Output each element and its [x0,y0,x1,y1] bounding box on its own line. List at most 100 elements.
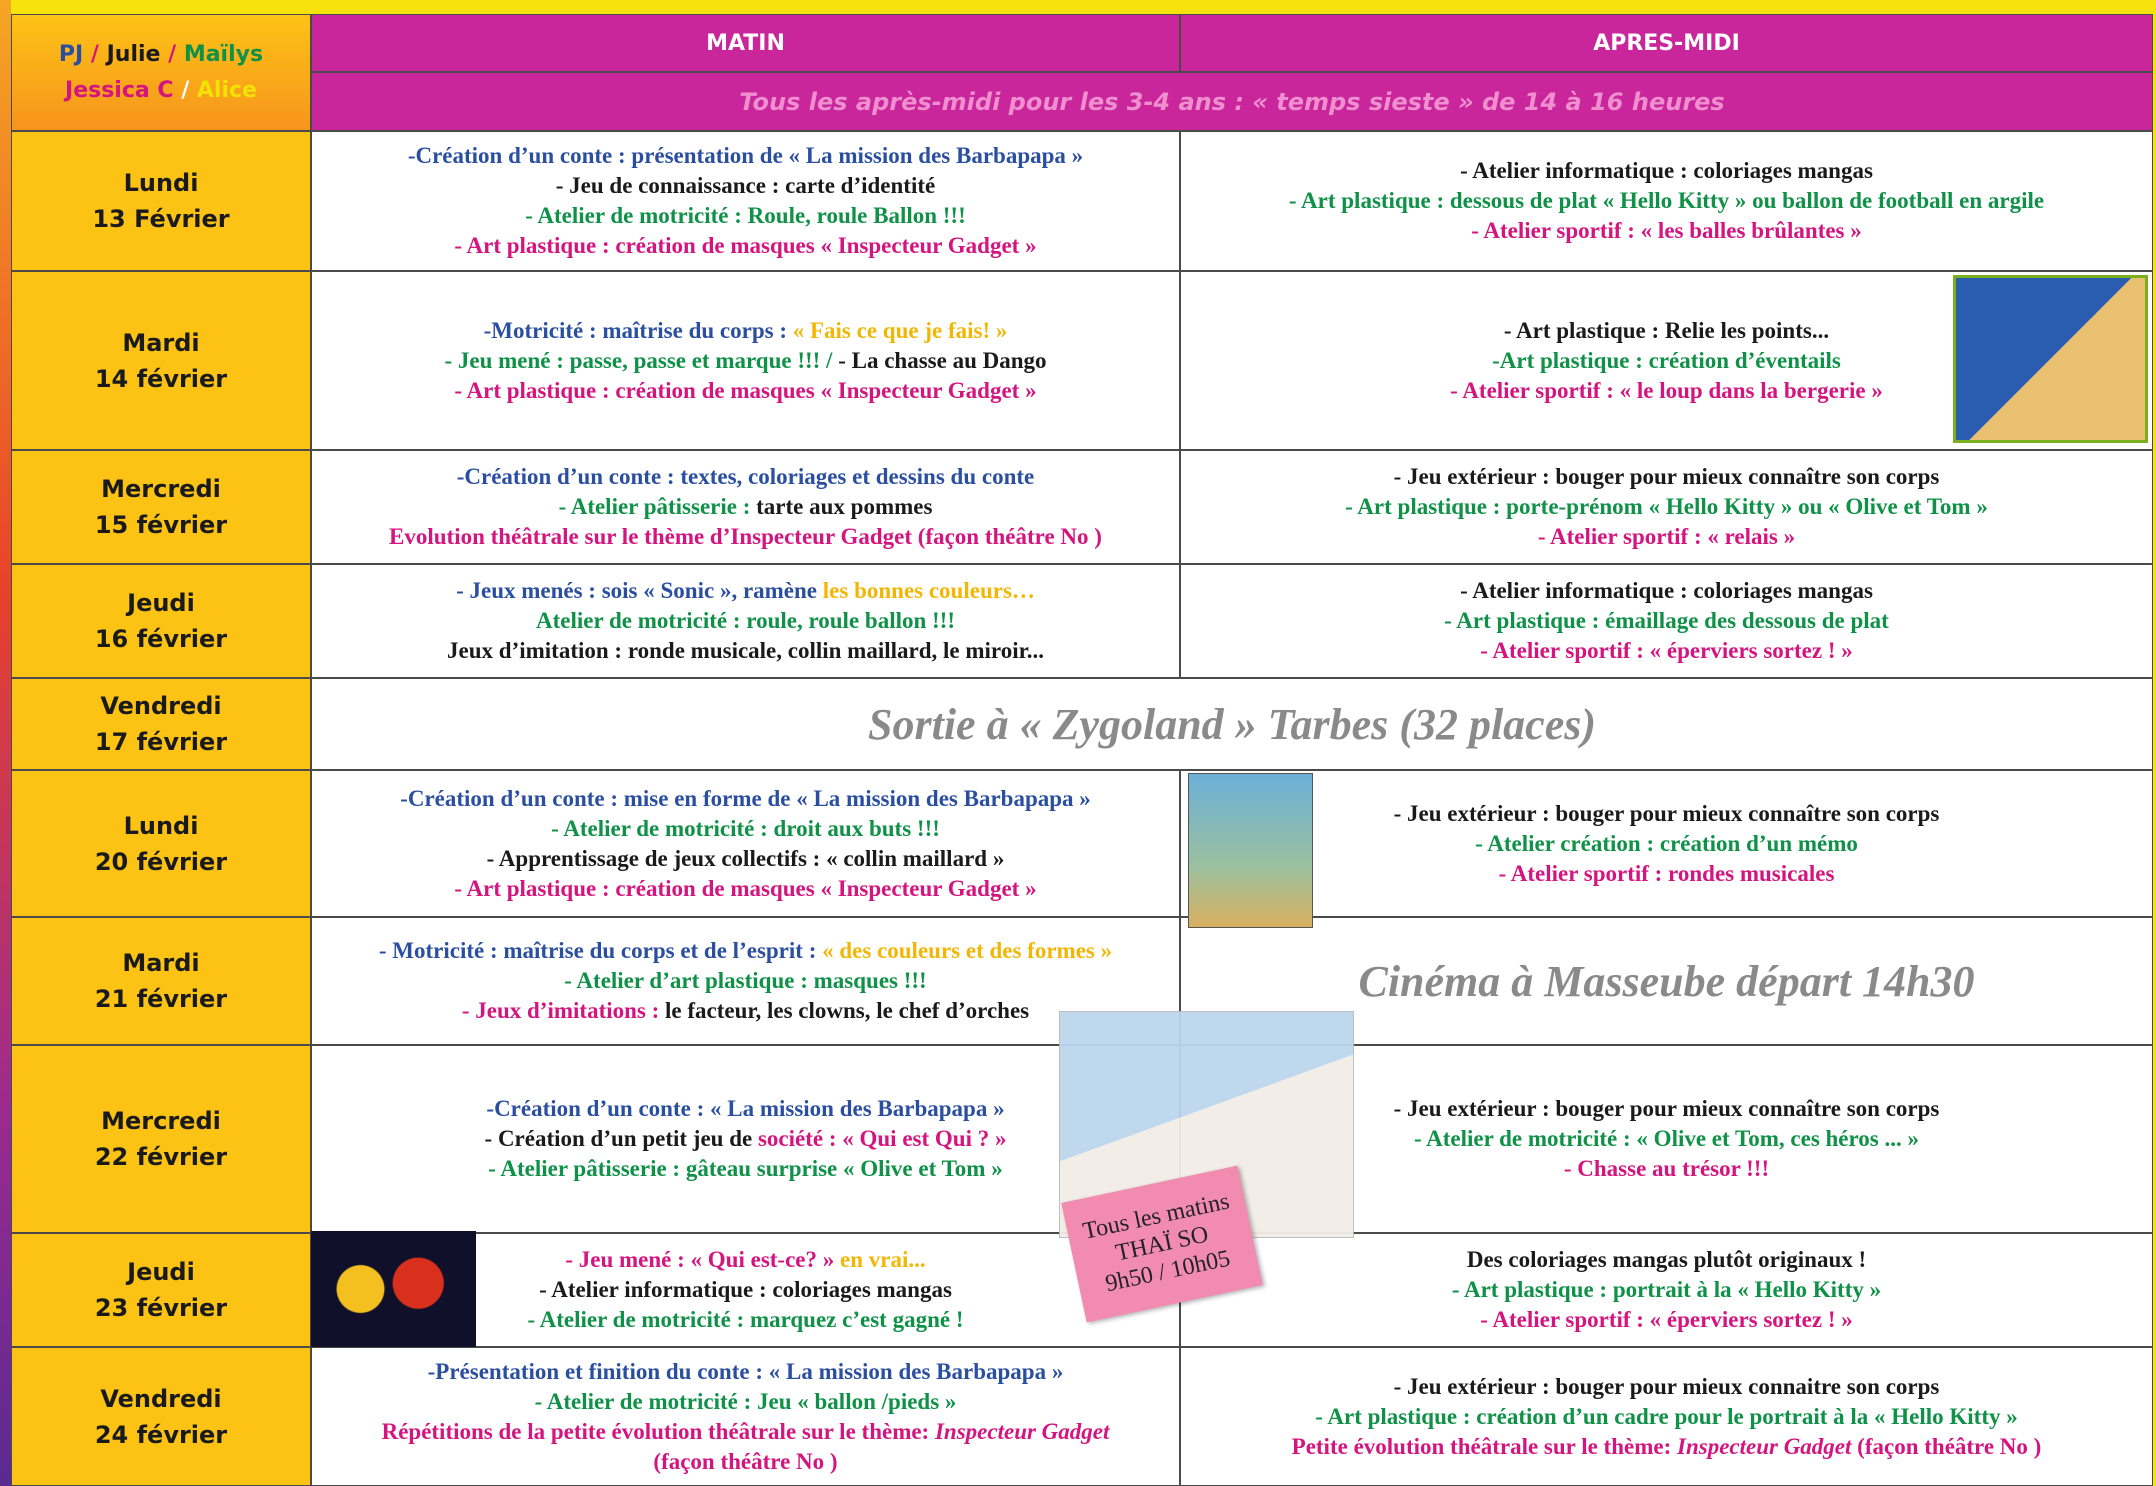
text-line: - Jeu extérieur : bouger pour mieux conn… [1394,799,1940,829]
day-name: Mardi [122,328,200,357]
text-line: -Création d’un conte : présentation de «… [408,141,1083,171]
day-date: 20 février [94,847,228,876]
day-name: Lundi [123,811,199,840]
day-cell: Vendredi 17 février [11,678,311,770]
text-line: - Art plastique : porte-prénom « Hello K… [1345,492,1988,522]
text-segment: -Présentation et finition du conte : « L… [427,1358,1064,1384]
text-line: - Atelier sportif : « éperviers sortez !… [1480,636,1853,666]
text-segment: - Création d’un petit jeu de [484,1126,758,1151]
day-name: Mercredi [101,1107,221,1135]
day-date: 16 février [94,625,228,653]
day-date: 22 février [94,1143,228,1171]
side-strip [0,0,11,1486]
text-segment: - Jeu extérieur : bouger pour mieux conn… [1393,464,1940,489]
text-segment: - Art plastique : Relie les points... [1503,317,1830,343]
afternoon-cell: Des coloriages mangas plutôt originaux !… [1180,1233,2153,1347]
cartoon-image [311,1231,476,1347]
text-line: - Jeu mené : passe, passe et marque !!! … [444,346,1046,376]
text-segment: - Atelier informatique : coloriages mang… [1460,158,1873,183]
morning-cell: -Création d’un conte : « La mission des … [311,1045,1180,1233]
text-segment: - Atelier sportif : « relais » [1537,524,1796,549]
text-line: -Création d’un conte : textes, coloriage… [457,462,1034,492]
text-segment: les bonnes couleurs… [822,578,1035,603]
text-line: - Atelier sportif : « éperviers sortez !… [1480,1305,1853,1335]
text-segment: - Atelier de motricité : « Olive et Tom,… [1413,1126,1920,1151]
text-segment: - Atelier de motricité : droit aux buts … [551,815,940,841]
text-line: Jeux d’imitation : ronde musicale, colli… [447,636,1044,666]
afternoon-cell: - Jeu extérieur : bouger pour mieux conn… [1180,1347,2153,1486]
text-segment: Répétitions de la petite évolution théât… [381,1418,935,1444]
text-segment: - Jeu extérieur : bouger pour mieux conn… [1393,1373,1940,1399]
text-segment: Alice [196,77,257,103]
staff-cell: PJ / Julie / Maïlys Jessica C / Alice [11,14,311,131]
text-segment: - Art plastique : création de masques « … [454,233,1037,258]
text-segment: - Jeu mené : passe, passe et marque !!! … [444,347,839,373]
text-segment: - Atelier d’art plastique : masques !!! [564,968,927,993]
outing-cell: Sortie à « Zygoland » Tarbes (32 places) [311,678,2153,770]
text-line: - Art plastique : portrait à la « Hello … [1452,1275,1881,1305]
text-line: -Présentation et finition du conte : « L… [428,1357,1064,1387]
day-cell: Jeudi 16 février [11,564,311,678]
day-cell: Vendredi 24 février [11,1347,311,1486]
text-line: - Jeu extérieur : bouger pour mieux conn… [1394,1372,1940,1402]
text-segment: - Atelier sportif : « éperviers sortez !… [1480,1307,1853,1332]
afternoon-cell: - Atelier informatique : coloriages mang… [1180,131,2153,271]
text-segment: - Atelier de motricité : marquez c’est g… [527,1307,964,1332]
text-segment: - Art plastique : création de masques « … [454,377,1037,403]
text-segment: Des coloriages mangas plutôt originaux ! [1466,1247,1867,1272]
text-segment: -Motricité : maîtrise du corps : [483,317,793,343]
text-segment: « Fais ce que je fais! » [792,317,1008,343]
text-segment: « des couleurs et des formes » [822,938,1113,963]
text-segment: - Atelier informatique : coloriages mang… [539,1277,952,1302]
text-line: - Apprentissage de jeux collectifs : « c… [487,844,1005,874]
text-segment: Maïlys [183,41,264,67]
text-segment: société : « Qui est Qui ? » [757,1126,1007,1151]
text-line: - Jeu extérieur : bouger pour mieux conn… [1394,462,1940,492]
day-name: Mardi [122,949,200,977]
day-name: Vendredi [100,1384,222,1413]
text-segment: - Jeux d’imitations : [461,998,666,1023]
day-date: 17 février [94,728,228,756]
text-segment: -Création d’un conte : textes, coloriage… [456,464,1035,489]
text-line: - Jeu extérieur : bouger pour mieux conn… [1394,1094,1940,1124]
text-segment: - Chasse au trésor !!! [1563,1156,1770,1181]
notice: Tous les après-midi pour les 3-4 ans : «… [311,72,2153,131]
text-line: - Atelier informatique : coloriages mang… [1460,156,1873,186]
text-line: (façon théâtre No ) [653,1447,837,1477]
text-segment: - Art plastique : dessous de plat « Hell… [1288,188,2045,213]
text-segment: - Atelier création : création d’un mémo [1475,830,1858,856]
text-segment: - Atelier sportif : « le loup dans la be… [1450,377,1883,403]
text-segment: -Art plastique : création d’éventails [1492,347,1841,373]
day-cell: Lundi 20 février [11,770,311,917]
day-cell: Lundi 13 Février [11,131,311,271]
day-name: Jeudi [127,1258,195,1286]
text-line: - Atelier sportif : « les balles brûlant… [1471,216,1862,246]
gadget-cover [1188,773,1313,928]
text-segment: - Jeu de connaissance : carte d’identité [555,173,936,198]
morning-cell: -Présentation et finition du conte : « L… [311,1347,1180,1486]
text-line: - Atelier pâtisserie : tarte aux pommes [559,492,933,522]
outing-banner: Cinéma à Masseube départ 14h30 [1358,956,1975,1006]
text-line: - Motricité : maîtrise du corps et de l’… [379,936,1112,966]
day-cell: Mardi 21 février [11,917,311,1045]
afternoon-cell: - Jeu extérieur : bouger pour mieux conn… [1180,450,2153,564]
text-segment: Julie [106,41,161,67]
text-segment: Jeux d’imitation : ronde musicale, colli… [447,638,1044,663]
text-line: - Jeux menés : sois « Sonic », ramène le… [456,576,1035,606]
text-line: - Atelier pâtisserie : gâteau surprise «… [488,1154,1002,1184]
text-line: - Atelier création : création d’un mémo [1475,829,1858,859]
text-segment: - Art plastique : création de masques « … [454,875,1037,901]
text-line: - Jeux d’imitations : le facteur, les cl… [462,996,1029,1026]
text-line: - Art plastique : création d’un cadre po… [1315,1402,2018,1432]
afternoon-cell: - Atelier informatique : coloriages mang… [1180,564,2153,678]
afternoon-cell: Cinéma à Masseube départ 14h30 [1180,917,2153,1045]
morning-cell: -Motricité : maîtrise du corps : « Fais … [311,271,1180,450]
text-line: - Art plastique : création de masques « … [454,231,1036,261]
text-line: - Atelier sportif : « relais » [1538,522,1795,552]
text-segment: le facteur, les clowns, le chef d’orches [665,998,1030,1023]
text-line: - Atelier d’art plastique : masques !!! [564,966,926,996]
text-line: Des coloriages mangas plutôt originaux ! [1467,1245,1866,1275]
text-segment: -Création d’un conte : « La mission des … [486,1096,1005,1121]
text-segment: / [173,77,197,103]
